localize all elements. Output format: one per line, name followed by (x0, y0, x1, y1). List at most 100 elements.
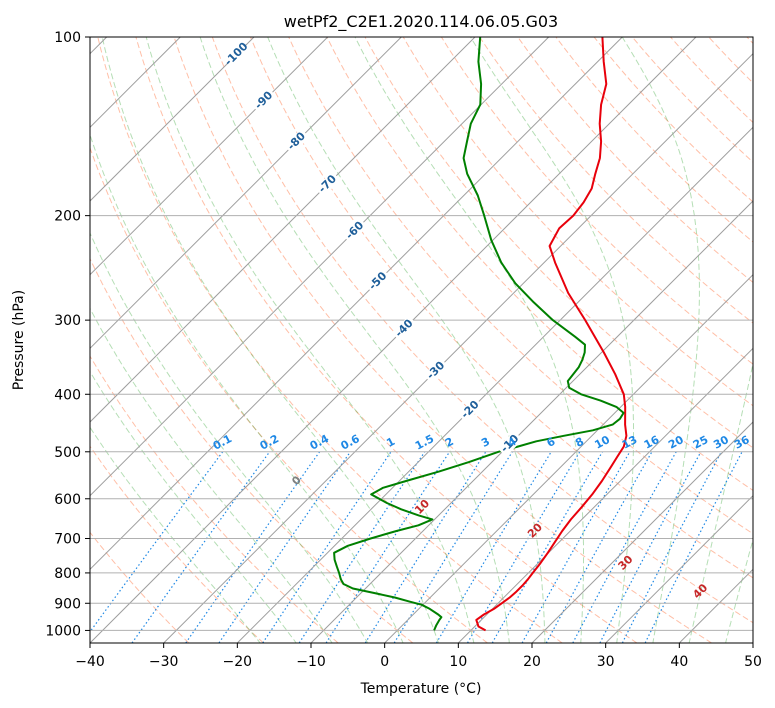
mixing-ratio-label: 0.6 (339, 432, 363, 453)
isotherm-line (90, 37, 550, 497)
moist-adiabat (90, 231, 369, 643)
x-tick-label: 30 (597, 654, 615, 670)
mixing-ratio-label: 3 (479, 435, 492, 450)
mixing-ratio-label: 2 (443, 435, 456, 450)
plot-frame (89, 36, 754, 644)
dry-adiabat (593, 37, 753, 203)
y-tick-label: 500 (54, 445, 81, 461)
data-lines (333, 37, 628, 632)
dry-adiabat (90, 146, 488, 643)
dry-adiabat (708, 37, 753, 84)
isotherm-line (531, 421, 753, 643)
moist-adiabat (621, 37, 700, 643)
mixing-ratio-label: 36 (732, 433, 752, 452)
grid-lines (90, 37, 753, 643)
mixing-ratio-line (218, 451, 351, 643)
y-tick-label: 300 (54, 313, 81, 329)
x-tick-label: 20 (523, 654, 541, 670)
mixing-ratio-label: 0.1 (211, 432, 234, 453)
dry-adiabat (670, 37, 753, 124)
dry-adiabat (97, 37, 563, 643)
mixing-ratio-label: 20 (666, 433, 686, 452)
moist-adiabat (90, 307, 333, 643)
isotherm-line (236, 126, 753, 643)
mixing-ratio-label: 0.4 (308, 432, 332, 453)
mixing-ratio-line (325, 451, 451, 643)
dry-adiabat (90, 531, 190, 643)
chart-title: wetPf2_C2E1.2020.114.06.05.G03 (284, 12, 558, 32)
dry-adiabat (517, 37, 753, 284)
isotherm-label-bg (342, 217, 368, 244)
mixing-ratio-label: 30 (711, 433, 731, 452)
dry-adiabat (326, 37, 753, 492)
mixing-ratio-line (521, 451, 631, 643)
y-tick-label: 200 (54, 209, 81, 225)
isotherm-line (310, 200, 753, 643)
mixing-ratio-label: 8 (573, 435, 586, 450)
moist-adiabat (267, 37, 546, 643)
isotherm-line (457, 347, 753, 643)
dry-adiabat (555, 37, 753, 243)
y-tick-label: 100 (54, 30, 81, 46)
dry-adiabat (440, 37, 753, 365)
moist-adiabat (199, 37, 510, 643)
isotherm-line (163, 52, 753, 643)
isotherm-label-bg (365, 268, 391, 295)
y-tick-label: 800 (54, 566, 81, 582)
isotherm-line (90, 37, 623, 571)
isotherm-label-bg (251, 87, 277, 114)
isotherm-line (384, 273, 753, 643)
x-axis: −40 −30 −20 −10 0 10 20 30 40 50 (75, 643, 762, 670)
y-tick-label: 700 (54, 532, 81, 548)
dry-adiabat (211, 37, 753, 624)
dry-adiabat (90, 445, 264, 643)
mixing-ratio-label: 16 (642, 433, 662, 452)
mixing-ratio-line (131, 451, 271, 643)
mixing-ratio-line (545, 451, 653, 643)
x-tick-label: −40 (75, 654, 105, 670)
mixing-ratio-line (599, 451, 702, 643)
mixing-ratio-line (364, 451, 487, 643)
x-tick-label: −20 (223, 654, 253, 670)
mixing-ratio-line (572, 451, 677, 643)
y-tick-label: 1000 (45, 623, 81, 639)
isotherm-label-bg (315, 171, 341, 197)
moist-adiabat (470, 37, 634, 643)
y-axis-label: Pressure (hPa) (11, 290, 27, 390)
background-lines (90, 37, 753, 643)
dry-adiabat (90, 355, 339, 643)
moist-adiabat (90, 426, 261, 643)
mixing-ratio-label: 10 (592, 433, 612, 452)
moist-adiabat (145, 37, 475, 643)
x-tick-label: −30 (149, 654, 179, 670)
moist-adiabat (354, 37, 584, 643)
isotherm-line (90, 37, 329, 276)
mixing-ratio-line (262, 451, 392, 643)
mixing-ratio-line (185, 451, 321, 643)
mixing-ratio-label: 0.2 (258, 432, 281, 453)
dry-adiabat (250, 37, 753, 579)
x-tick-label: 40 (670, 654, 688, 670)
isotherm-label-bg (423, 357, 449, 384)
y-tick-label: 900 (54, 596, 81, 612)
isotherm-line (90, 37, 697, 643)
moist-adiabat-label: 20 (525, 520, 545, 540)
dewpoint-line (333, 37, 625, 631)
isotherm-line (752, 642, 753, 643)
isotherm-line (90, 37, 402, 350)
x-tick-label: 50 (744, 654, 762, 670)
x-tick-label: 0 (380, 654, 389, 670)
mixing-ratio-line (435, 451, 552, 643)
mixing-ratio-line (644, 451, 743, 643)
moist-adiabat-label: 30 (616, 552, 636, 572)
moist-adiabat (90, 370, 297, 643)
isotherm-line (90, 37, 476, 423)
dry-adiabat (402, 37, 753, 407)
mixing-ratio-label: 1 (384, 435, 397, 450)
moist-adiabat (725, 538, 753, 643)
isotherm-line (90, 37, 255, 202)
dry-adiabat (631, 37, 753, 163)
mixing-ratio-label: 25 (691, 433, 711, 452)
y-tick-label: 600 (54, 492, 81, 508)
